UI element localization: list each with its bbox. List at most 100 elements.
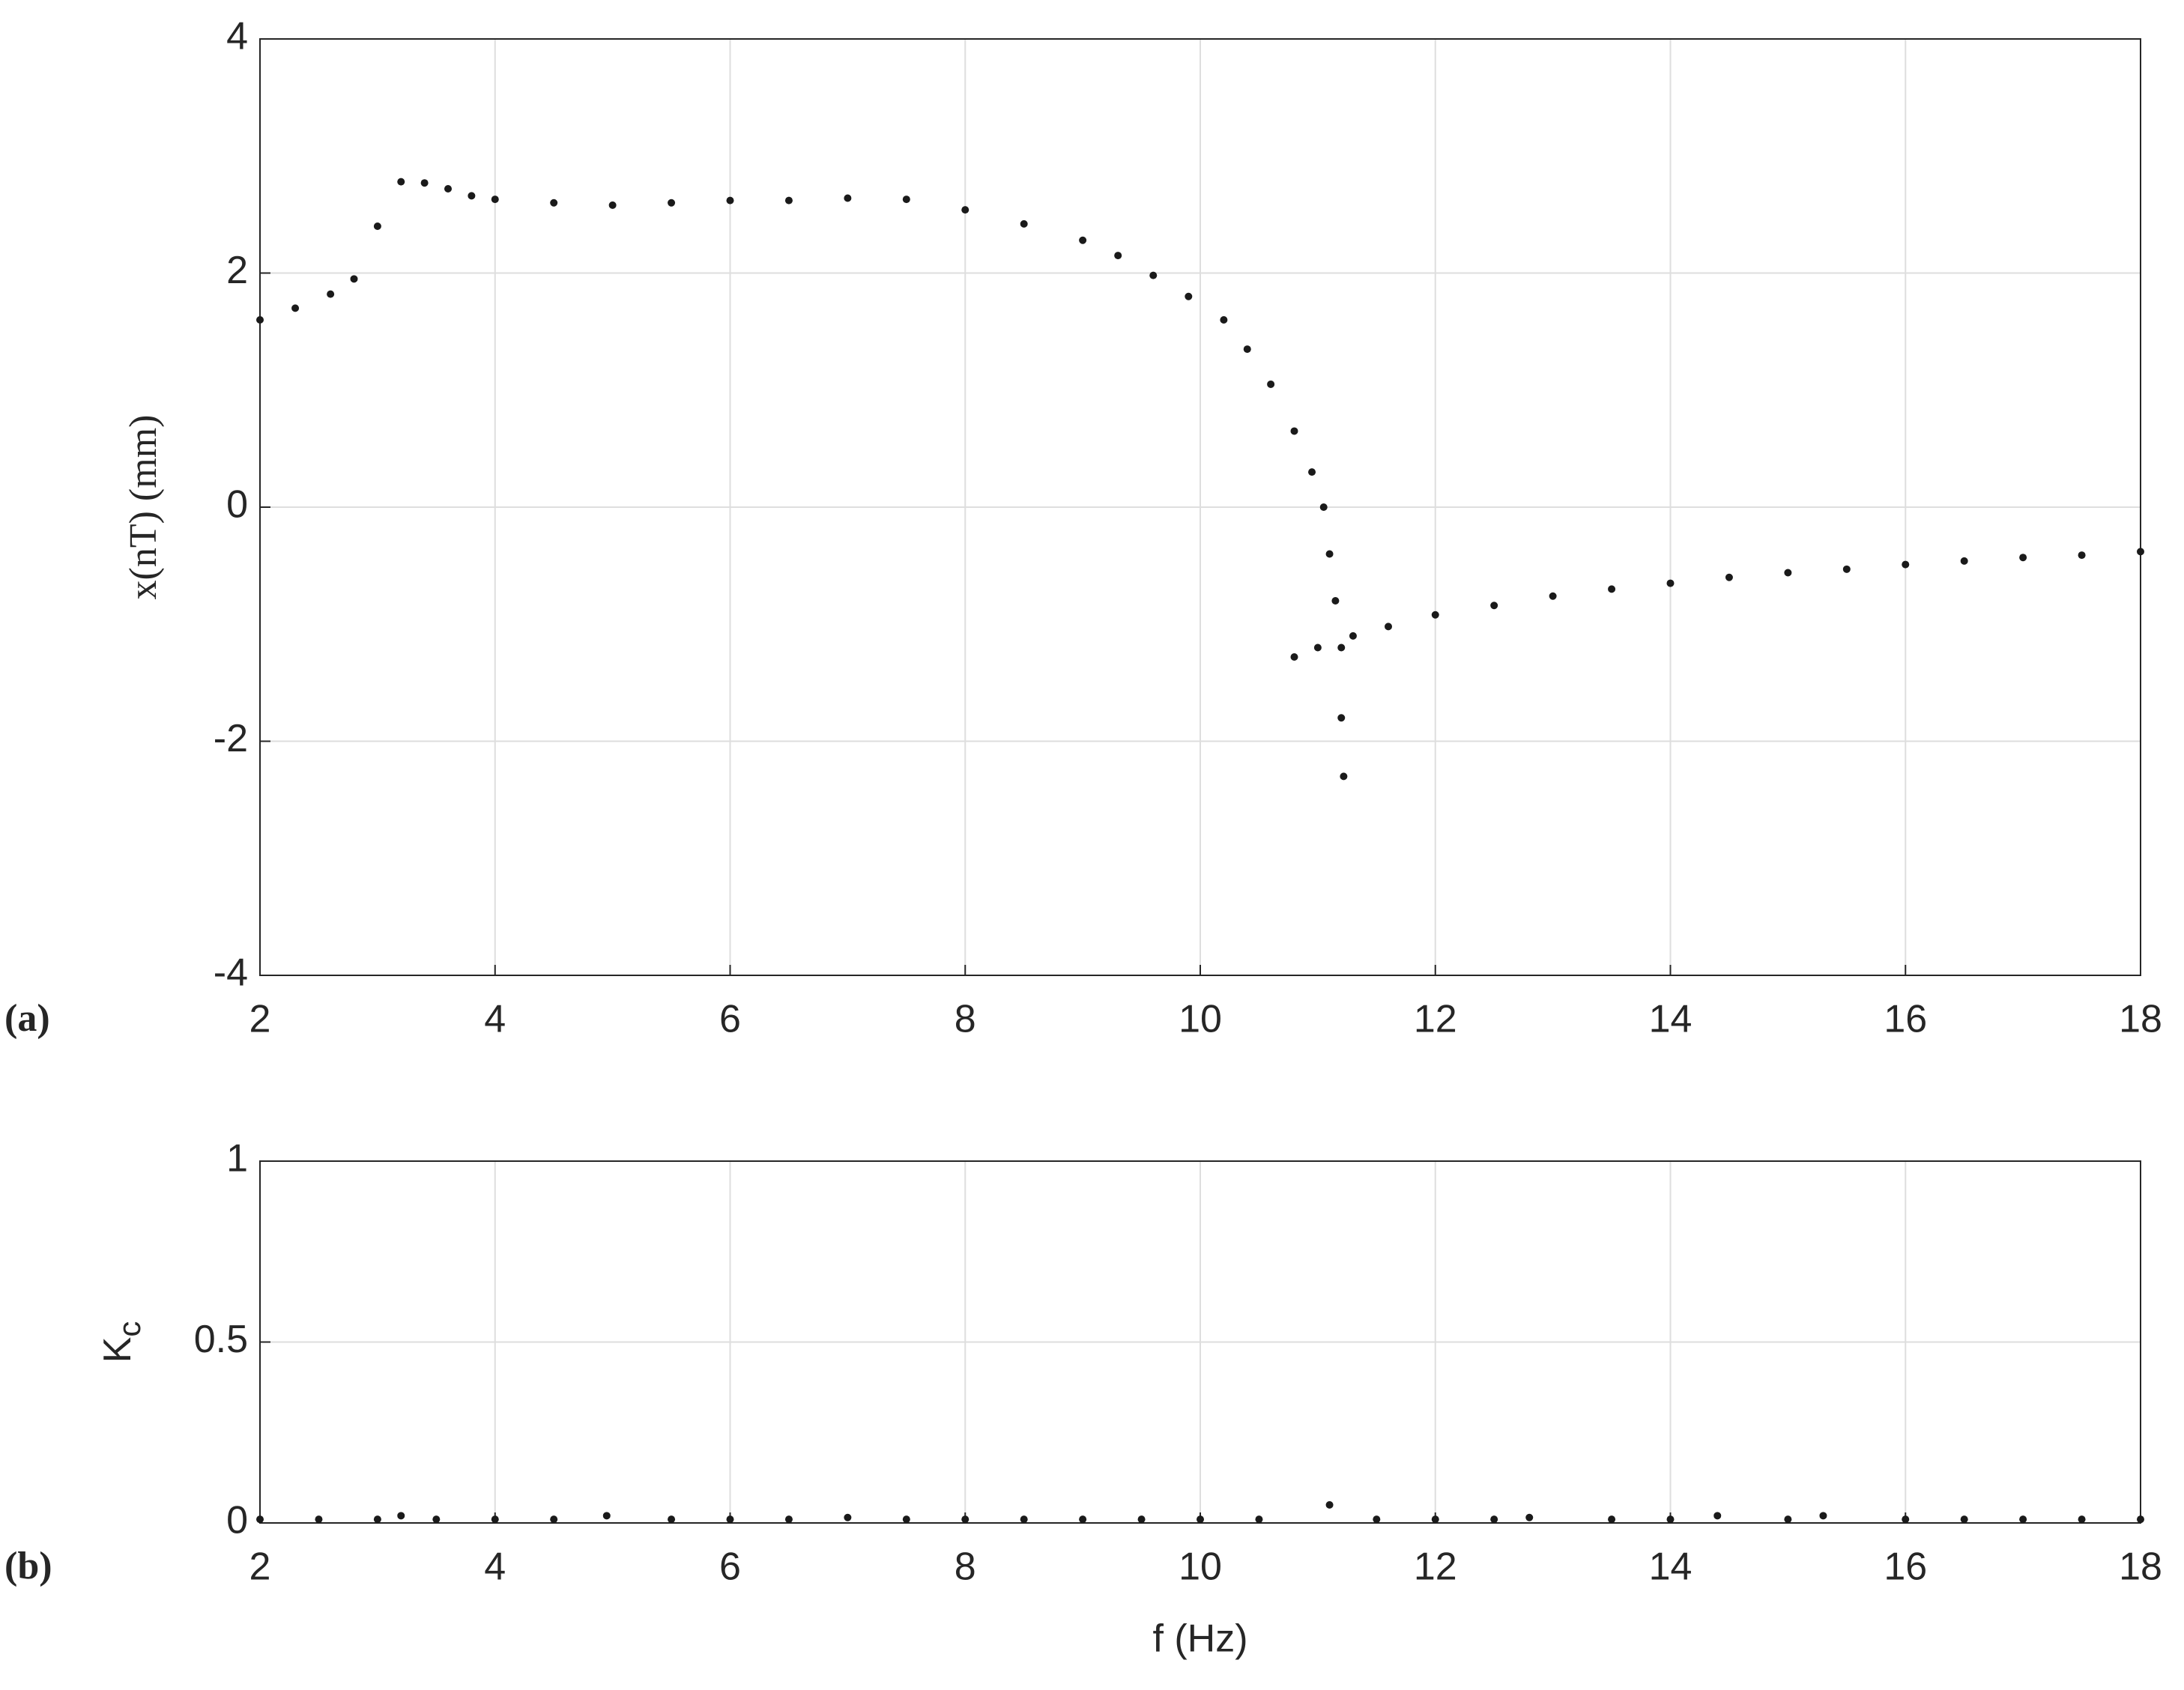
point — [1197, 1515, 1204, 1524]
point — [1020, 1515, 1028, 1524]
panel-label: (a) — [4, 997, 50, 1040]
point — [1784, 569, 1792, 577]
point — [1608, 585, 1616, 593]
point — [726, 1515, 734, 1524]
x-tick-label: 16 — [1884, 1545, 1927, 1589]
x-tick-label: 6 — [719, 1545, 741, 1589]
point — [1784, 1515, 1792, 1524]
point — [1185, 292, 1193, 300]
point — [1525, 1513, 1534, 1521]
y-tick-label: 2 — [226, 249, 248, 292]
point — [1079, 236, 1087, 244]
point — [608, 201, 617, 209]
point — [1337, 643, 1346, 652]
x-tick-label: 18 — [2119, 998, 2162, 1041]
y-tick-label: 4 — [226, 15, 248, 58]
point — [1842, 565, 1851, 573]
point — [1319, 503, 1328, 511]
point — [1349, 632, 1357, 640]
point — [420, 179, 429, 187]
point — [444, 185, 452, 193]
point — [1079, 1515, 1087, 1524]
x-tick-label: 12 — [1414, 998, 1457, 1041]
point — [350, 275, 358, 283]
x-tick-label: 12 — [1414, 1545, 1457, 1589]
point — [468, 192, 476, 200]
point — [256, 316, 264, 324]
point — [1308, 468, 1316, 476]
panel-label: (b) — [4, 1545, 52, 1587]
point — [1255, 1515, 1263, 1524]
point — [2019, 1515, 2027, 1524]
point — [784, 196, 793, 205]
point — [1373, 1515, 1381, 1524]
x-tick-label: 8 — [955, 1545, 976, 1589]
point — [844, 1513, 852, 1521]
point — [961, 1515, 970, 1524]
point — [844, 194, 852, 202]
point — [1313, 643, 1322, 652]
point — [1220, 316, 1228, 324]
point — [1325, 550, 1334, 558]
x-tick-label: 8 — [955, 998, 976, 1041]
x-tick-label: 14 — [1649, 998, 1693, 1041]
point — [902, 196, 910, 204]
point — [491, 1515, 499, 1524]
x-tick-label: 4 — [484, 998, 506, 1041]
point — [1290, 653, 1298, 661]
point — [1666, 579, 1675, 587]
y-axis-label-sub: c — [112, 1321, 147, 1337]
point — [327, 290, 335, 298]
x-tick-label: 6 — [719, 998, 741, 1041]
point — [1490, 602, 1498, 610]
y-tick-label: -4 — [214, 951, 248, 995]
point — [1385, 623, 1392, 631]
point — [1666, 1515, 1675, 1524]
point — [668, 199, 676, 207]
point — [1960, 557, 1968, 565]
y-tick-label: 1 — [226, 1137, 248, 1181]
point — [1725, 573, 1733, 581]
y-tick-label: 0 — [226, 1499, 248, 1542]
point — [1713, 1512, 1722, 1520]
point — [373, 222, 381, 230]
point — [432, 1515, 441, 1524]
x-tick-label: 10 — [1179, 998, 1222, 1041]
point — [1331, 597, 1340, 605]
y-tick-label: 0 — [226, 483, 248, 527]
point — [1431, 1515, 1439, 1524]
y-tick-label: -2 — [214, 717, 248, 760]
point — [550, 1515, 558, 1524]
point — [1902, 1515, 1910, 1524]
point — [291, 304, 300, 312]
point — [491, 196, 499, 204]
point — [1243, 345, 1251, 354]
x-tick-label: 14 — [1649, 1545, 1693, 1589]
x-tick-label: 16 — [1884, 998, 1927, 1041]
point — [961, 206, 970, 214]
point — [2019, 554, 2027, 562]
point — [1902, 560, 1910, 569]
point — [1337, 714, 1346, 722]
point — [1149, 271, 1158, 279]
point — [1267, 380, 1275, 388]
y-axis-label: x(nT) (mm) — [122, 415, 165, 600]
point — [902, 1515, 910, 1524]
x-tick-label: 2 — [249, 998, 271, 1041]
x-axis-label: f (Hz) — [1152, 1617, 1247, 1661]
x-tick-label: 10 — [1179, 1545, 1222, 1589]
point — [1819, 1512, 1827, 1520]
point — [1290, 427, 1298, 435]
point — [550, 199, 558, 207]
point — [784, 1515, 793, 1524]
point — [1137, 1515, 1146, 1524]
point — [1431, 611, 1439, 619]
point — [1114, 252, 1122, 260]
point — [1490, 1515, 1498, 1524]
point — [256, 1515, 264, 1524]
point — [2078, 551, 2086, 560]
point — [1340, 772, 1348, 781]
point — [1608, 1515, 1616, 1524]
point — [397, 1512, 405, 1520]
